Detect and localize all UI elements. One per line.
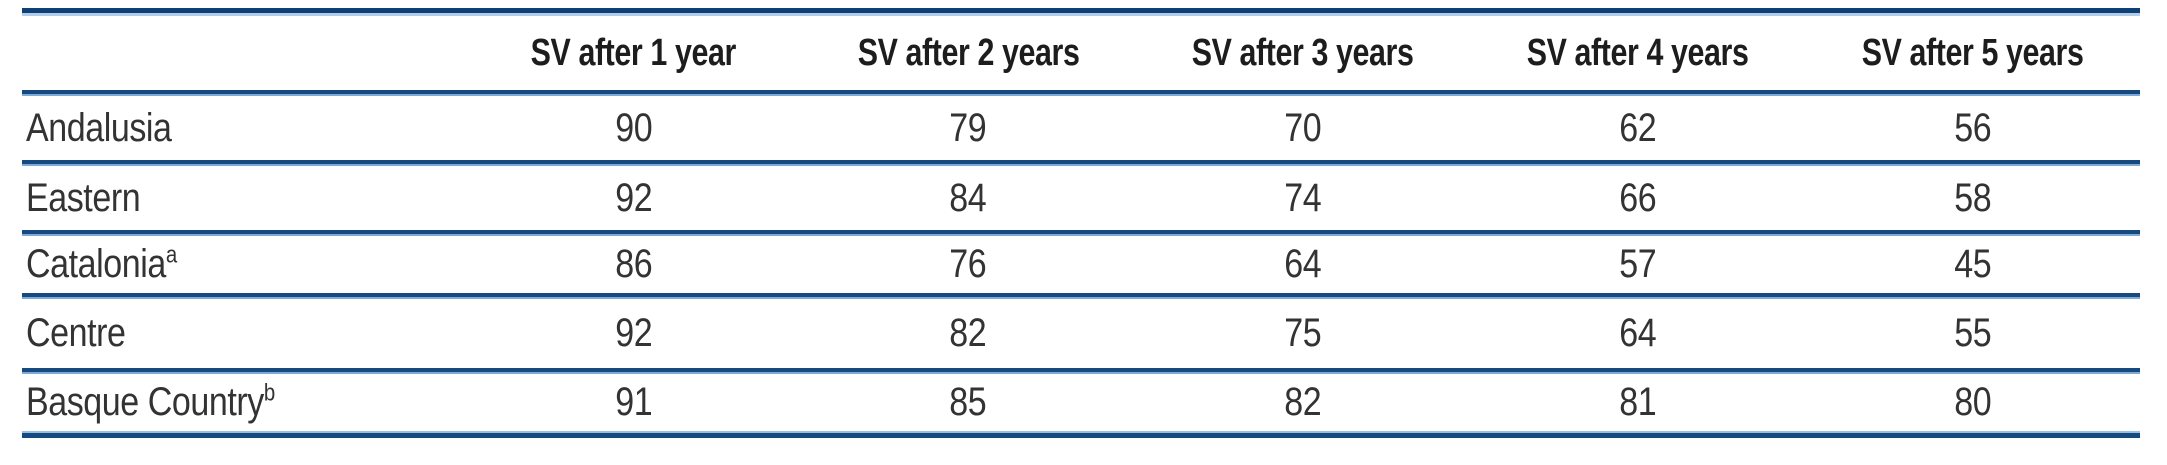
column-header-sv3: SV after 3 years [1192,31,1414,74]
table-rule [22,368,2140,374]
column-header-sv1: SV after 1 year [530,31,737,74]
row-label-cell: Cataloniaa [22,242,466,287]
survival-value-cell: 90 [614,105,652,150]
survival-table: SV after 1 year SV after 2 years SV afte… [22,8,2140,438]
survival-value-cell: 57 [1619,242,1657,286]
survival-value-cell: 75 [1284,311,1322,355]
table-row-basque-country: Basque Countryb 91 85 82 81 80 [22,374,2140,431]
table-top-rule [22,8,2140,16]
survival-value-cell: 81 [1619,380,1657,424]
survival-value-cell: 70 [1284,105,1322,150]
survival-value-cell: 55 [1954,311,1992,355]
region-name: Centre [26,311,126,355]
survival-value-cell: 64 [1619,311,1657,355]
survival-value-cell: 82 [1284,380,1322,424]
survival-value-cell: 80 [1954,380,1992,424]
survival-value-cell: 92 [614,175,652,220]
row-label-cell: Centre [22,311,466,356]
table-rule [22,90,2140,96]
table-rule [22,230,2140,236]
table-row-centre: Centre 92 82 75 64 55 [22,299,2140,368]
row-label-cell: Andalusia [22,106,466,151]
row-label-cell: Eastern [22,176,466,221]
survival-value-cell: 82 [949,311,987,355]
column-header-sv2: SV after 2 years [857,31,1080,74]
survival-value-cell: 62 [1619,105,1657,150]
survival-value-cell: 45 [1954,242,1992,286]
survival-value-cell: 76 [949,242,987,286]
survival-value-cell: 66 [1619,175,1657,220]
table-header-row: SV after 1 year SV after 2 years SV afte… [22,16,2140,90]
survival-value-cell: 92 [614,311,652,355]
region-name: Andalusia [26,105,172,150]
survival-value-cell: 91 [614,380,652,424]
survival-value-cell: 58 [1954,175,1992,220]
survival-value-cell: 64 [1284,242,1322,286]
table-row-andalusia: Andalusia 90 79 70 62 56 [22,96,2140,160]
survival-value-cell: 85 [949,380,987,424]
table-rule [22,293,2140,299]
region-name: Basque Country [26,380,264,424]
header-cell-empty [22,44,466,62]
column-header-sv4: SV after 4 years [1526,31,1749,74]
survival-value-cell: 79 [949,105,987,150]
region-name: Catalonia [26,242,166,286]
table-bottom-rule [22,431,2140,438]
table-row-eastern: Eastern 92 84 74 66 58 [22,166,2140,230]
survival-value-cell: 84 [949,175,987,220]
survival-value-cell: 74 [1284,175,1322,220]
footnote-marker: a [165,241,177,269]
table-row-catalonia: Cataloniaa 86 76 64 57 45 [22,236,2140,293]
region-name: Eastern [26,175,141,220]
row-label-cell: Basque Countryb [22,380,466,425]
footnote-marker: b [263,379,275,407]
column-header-sv5: SV after 5 years [1861,31,2084,74]
survival-value-cell: 56 [1954,105,1992,150]
survival-value-cell: 86 [614,242,652,286]
table-rule [22,160,2140,166]
